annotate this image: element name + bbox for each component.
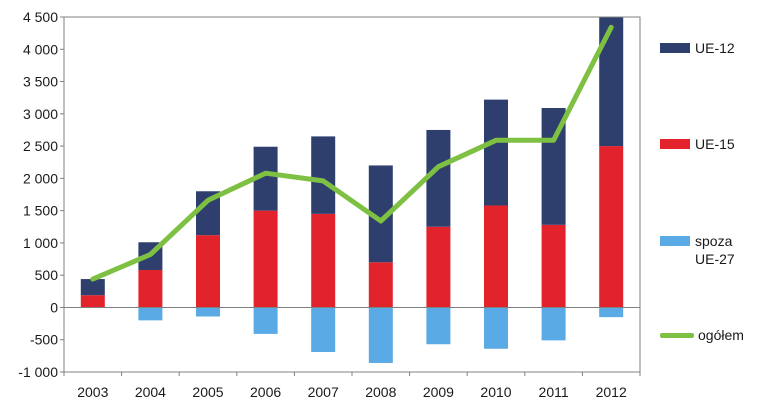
bar-ue15	[196, 235, 220, 308]
legend-item-ue15: UE-15	[660, 135, 735, 153]
y-tick-label: 3 500	[23, 74, 58, 90]
bar-ue15	[138, 270, 163, 308]
y-tick-label: 0	[50, 299, 58, 315]
legend-item-spoza-ue27: spoza UE-27	[660, 232, 735, 268]
bar-spoza-ue27	[599, 307, 624, 318]
legend-label-spoza-ue27: spoza UE-27	[695, 233, 735, 267]
bar-ue12	[426, 129, 451, 227]
y-tick-label: 500	[35, 267, 59, 283]
plot-frame	[63, 16, 641, 373]
legend-swatch-ue12	[660, 43, 690, 53]
y-tick-label: 1 000	[23, 235, 58, 251]
bar-ue15	[426, 226, 451, 308]
x-tick-label: 2009	[423, 384, 454, 400]
bar-ue15	[253, 210, 278, 308]
bar-spoza-ue27	[196, 307, 220, 317]
bar-spoza-ue27	[426, 307, 451, 345]
bar-spoza-ue27	[253, 307, 278, 334]
legend-item-ogolem: ogółem	[660, 326, 744, 344]
bar-ue12	[311, 136, 336, 214]
legend-line-ogolem	[660, 333, 694, 338]
bar-ue15	[311, 213, 336, 308]
bar-spoza-ue27	[368, 307, 393, 363]
y-tick-label: 2 000	[23, 170, 58, 186]
bar-ue12	[80, 279, 105, 296]
x-tick-label: 2005	[192, 384, 223, 400]
bar-ue15	[599, 146, 624, 308]
y-axis-tick-labels: 4 500 4 000 3 500 3 000 2 500 2 000 1 500 1 000…	[18, 9, 64, 380]
legend-label-ue15: UE-15	[695, 136, 735, 152]
legend: UE-12 UE-15 spoza UE-27 ogółem	[660, 0, 770, 410]
y-tick-label: -500	[30, 332, 58, 348]
x-tick-label: 2012	[596, 384, 627, 400]
line-ogolem	[90, 24, 614, 282]
y-tick-label: 2 500	[23, 138, 58, 154]
x-tick-label: 2004	[135, 384, 166, 400]
bar-ue12	[599, 17, 624, 147]
y-tick-label: 3 000	[23, 106, 58, 122]
y-tick-label: 4 000	[23, 41, 58, 57]
bar-series-group	[80, 17, 624, 363]
x-tick-label: 2006	[250, 384, 281, 400]
y-tick-label: 1 500	[23, 203, 58, 219]
line-series-group	[90, 24, 614, 282]
plot-border	[63, 16, 641, 373]
bar-spoza-ue27	[484, 307, 508, 349]
bar-spoza-ue27	[541, 307, 566, 341]
x-axis-tick-labels: 2003 2004 2005 2006 2007 2008 2009 2010 2011 2012	[63, 372, 641, 400]
x-tick-label: 2008	[365, 384, 396, 400]
bar-ue15	[484, 205, 508, 308]
legend-label-ogolem: ogółem	[698, 327, 744, 343]
bar-ue15	[541, 224, 566, 308]
legend-label-ue12: UE-12	[695, 40, 735, 56]
bar-ue15	[80, 295, 105, 308]
bar-spoza-ue27	[311, 307, 336, 352]
y-tick-label: 4 500	[23, 9, 58, 25]
x-tick-label: 2011	[539, 384, 569, 400]
x-tick-label: 2010	[480, 384, 511, 400]
legend-item-ue12: UE-12	[660, 39, 735, 57]
legend-swatch-spoza-ue27	[660, 236, 690, 246]
bar-ue12	[484, 99, 508, 206]
x-tick-label: 2003	[77, 384, 108, 400]
legend-swatch-ue15	[660, 139, 690, 149]
chart-plot: 4 500 4 000 3 500 3 000 2 500 2 000 1 500 1 000…	[18, 9, 641, 400]
bar-ue15	[368, 262, 393, 308]
bar-spoza-ue27	[138, 307, 163, 321]
y-tick-label: -1 000	[18, 364, 58, 380]
x-tick-label: 2007	[308, 384, 339, 400]
